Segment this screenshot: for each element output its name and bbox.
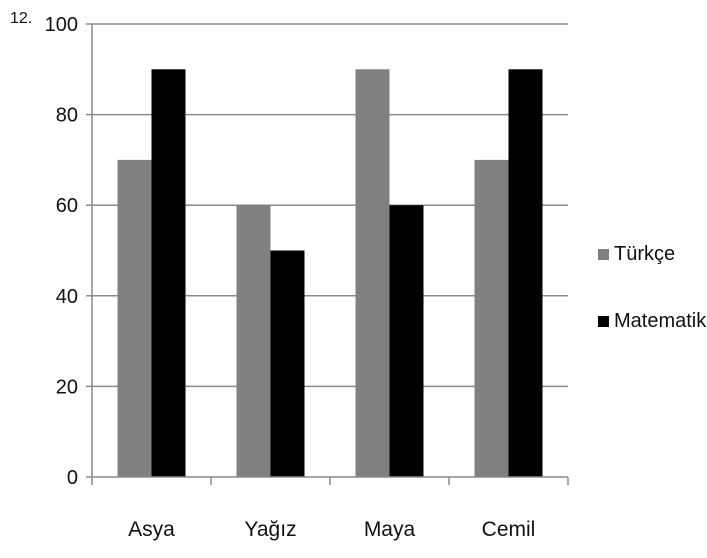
axes [86, 23, 569, 485]
y-tick-label: 100 [45, 14, 78, 36]
y-tick-label: 20 [56, 376, 78, 398]
legend-label-matematik: Matematik [614, 310, 707, 332]
legend-label-turkce: Türkçe [614, 243, 675, 265]
legend-swatch-turkce [598, 249, 609, 260]
bar-matematik-3 [508, 69, 543, 478]
bar-turkce-3 [474, 159, 509, 477]
legend: Türkçe Matematik [598, 243, 707, 332]
bar-turkce-1 [236, 205, 271, 477]
question-number: 12. [10, 10, 33, 27]
x-tick-label: Asya [128, 518, 175, 541]
bar-turkce-2 [355, 69, 390, 478]
x-tick-label: Yağız [244, 518, 296, 541]
y-tick-label: 0 [67, 467, 78, 489]
y-tick-label: 80 [56, 105, 78, 127]
y-tick-label: 60 [56, 195, 78, 217]
bar-matematik-2 [389, 205, 424, 477]
y-tick-label: 40 [56, 286, 78, 308]
legend-swatch-matematik [598, 316, 609, 327]
x-tick-labels: Asya Yağız Maya Cemil [128, 518, 535, 541]
y-tick-labels: 0 20 40 60 80 100 [45, 14, 78, 489]
bar-turkce-0 [117, 159, 152, 477]
x-tick-label: Maya [364, 518, 416, 541]
bar-matematik-1 [270, 250, 305, 477]
bars [117, 69, 543, 478]
bar-matematik-0 [151, 69, 186, 478]
x-tick-label: Cemil [482, 518, 536, 541]
